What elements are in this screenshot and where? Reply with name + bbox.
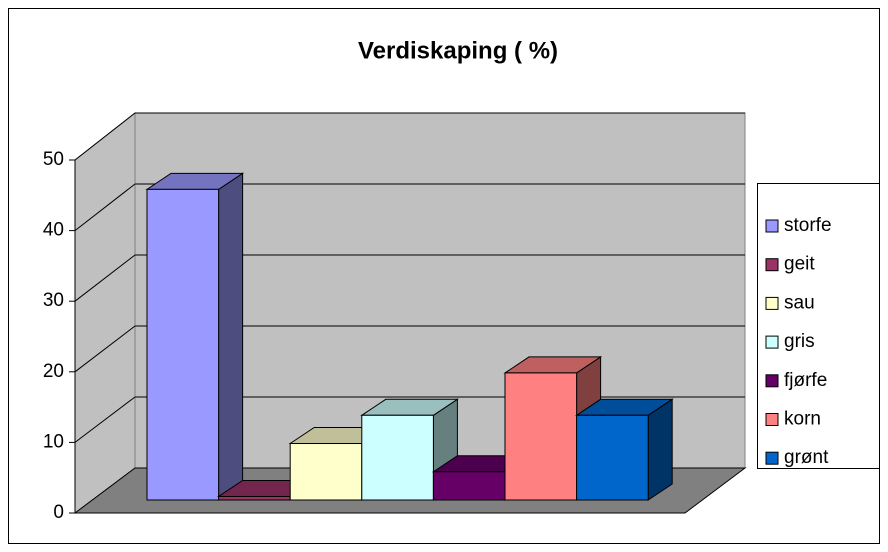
grid-line: [74, 325, 136, 373]
legend-label: korn: [784, 409, 821, 430]
legend-label: gris: [784, 331, 815, 352]
legend-swatch: [765, 451, 779, 465]
grid-line: [74, 183, 136, 231]
y-tick-label: 20: [43, 361, 64, 382]
y-tick-label: 40: [43, 220, 64, 241]
bar-side: [218, 172, 244, 501]
bar: [289, 443, 363, 501]
legend-swatch: [765, 219, 779, 233]
bar: [432, 471, 506, 501]
y-tick-label: 10: [43, 431, 64, 452]
y-tick-label: 30: [43, 290, 64, 311]
bar: [218, 495, 291, 501]
bar: [504, 372, 578, 501]
bar: [361, 414, 434, 501]
legend-label: fjørfe: [784, 370, 827, 391]
y-tick-label: 0: [53, 502, 64, 523]
y-tick-label: 50: [43, 149, 64, 170]
legend-label: storfe: [784, 215, 832, 236]
legend-label: sau: [784, 292, 815, 313]
legend-swatch: [765, 413, 779, 426]
bar: [576, 414, 649, 501]
grid-line: [74, 112, 136, 161]
grid-line: [74, 396, 136, 443]
chart-title: Verdiskaping ( %): [358, 37, 558, 64]
bar-side: [647, 398, 673, 501]
legend-swatch: [765, 258, 779, 272]
left-wall: [74, 111, 136, 514]
legend-swatch: [765, 335, 779, 349]
legend-label: grønt: [784, 447, 829, 468]
legend-label: geit: [784, 254, 815, 275]
legend-swatch: [765, 374, 779, 388]
bar: [146, 188, 220, 501]
grid-line: [74, 254, 136, 302]
legend-swatch: [765, 296, 779, 310]
